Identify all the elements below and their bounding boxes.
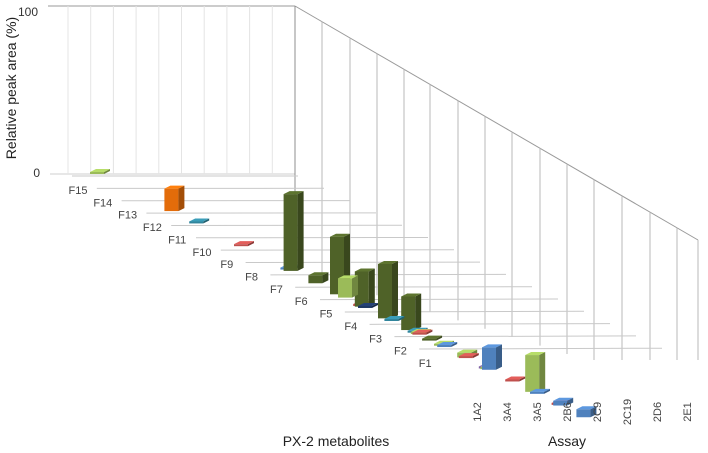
bar-f1-1a2: [437, 342, 458, 348]
row-label-f12: F12: [143, 222, 162, 234]
bar-f2-2b6: [482, 344, 502, 370]
bar-f9-2e1: [401, 293, 422, 331]
row-label-f14: F14: [93, 197, 112, 209]
row-label-f3: F3: [369, 333, 382, 345]
bar-f10-2b6: [283, 191, 304, 271]
assay-labels: 1A2 3A4 3A5 2B6 2C9 2C19 2D6 2E1: [472, 399, 694, 425]
bar-f12-1a2: [164, 185, 185, 212]
y-tick-100: 100: [18, 5, 38, 19]
row-baseline: [419, 347, 663, 350]
row-label-f7: F7: [270, 284, 283, 296]
bar-f5-1a2: [338, 275, 358, 298]
assay-label-2c9: 2C9: [592, 402, 604, 422]
bars: [90, 169, 597, 418]
row-label-f13: F13: [118, 210, 137, 222]
bar-f2-1a2: [412, 329, 433, 335]
row-label-f1: F1: [419, 358, 432, 370]
row-label-f6: F6: [295, 296, 308, 308]
assay-axis-title: Assay: [548, 433, 586, 449]
row-label-f11: F11: [168, 234, 186, 246]
assay-label-2c19: 2C19: [622, 399, 634, 425]
assay-label-2d6: 2D6: [652, 402, 664, 422]
assay-label-3a5: 3A5: [532, 402, 544, 422]
row-label-f8: F8: [245, 272, 258, 284]
bar-f2-3a5: [458, 353, 479, 359]
row-label-f5: F5: [320, 309, 333, 321]
row-labels: F15 F14 F13 F12 F11 F10 F9 F8 F7 F6 F5 F4 F3 F2 F1: [69, 185, 432, 370]
bar-f9-2e1b: [422, 335, 443, 341]
assay-label-3a4: 3A4: [502, 402, 514, 422]
assay-label-1a2: 1A2: [472, 402, 484, 422]
bar-f12-2b6: [234, 241, 254, 247]
bar-f7-2b6: [358, 302, 378, 308]
y-tick-0: 0: [33, 166, 40, 180]
row-label-f2: F2: [394, 346, 407, 358]
bar-f9-2d6: [378, 260, 398, 319]
x-axis-title: PX-2 metabolites: [283, 433, 390, 449]
assay-label-2e1: 2E1: [682, 402, 694, 422]
assay-label-2b6: 2B6: [562, 402, 574, 422]
bar-f5-3a5: [384, 316, 405, 321]
bar-f1-2c19: [553, 397, 574, 406]
bar-f11-1a2: [189, 218, 210, 224]
row-label-f4: F4: [344, 321, 357, 333]
bar-f1-2c9: [530, 388, 550, 394]
bar-f2-2c9: [505, 376, 526, 382]
row-label-f9: F9: [220, 259, 233, 271]
bar-f4-2e1: [525, 352, 546, 392]
bar-f9-2b6: [308, 272, 329, 284]
grid-line: [294, 5, 699, 241]
y-axis-title: Relative peak area (%): [3, 17, 19, 159]
bar-f1-2d6: [576, 406, 597, 418]
row-label-f15: F15: [69, 185, 88, 197]
row-label-f10: F10: [193, 247, 212, 259]
bar-f9-2c19: [354, 268, 375, 307]
bar-f15-1a2: [90, 169, 110, 174]
grid: [48, 5, 699, 360]
